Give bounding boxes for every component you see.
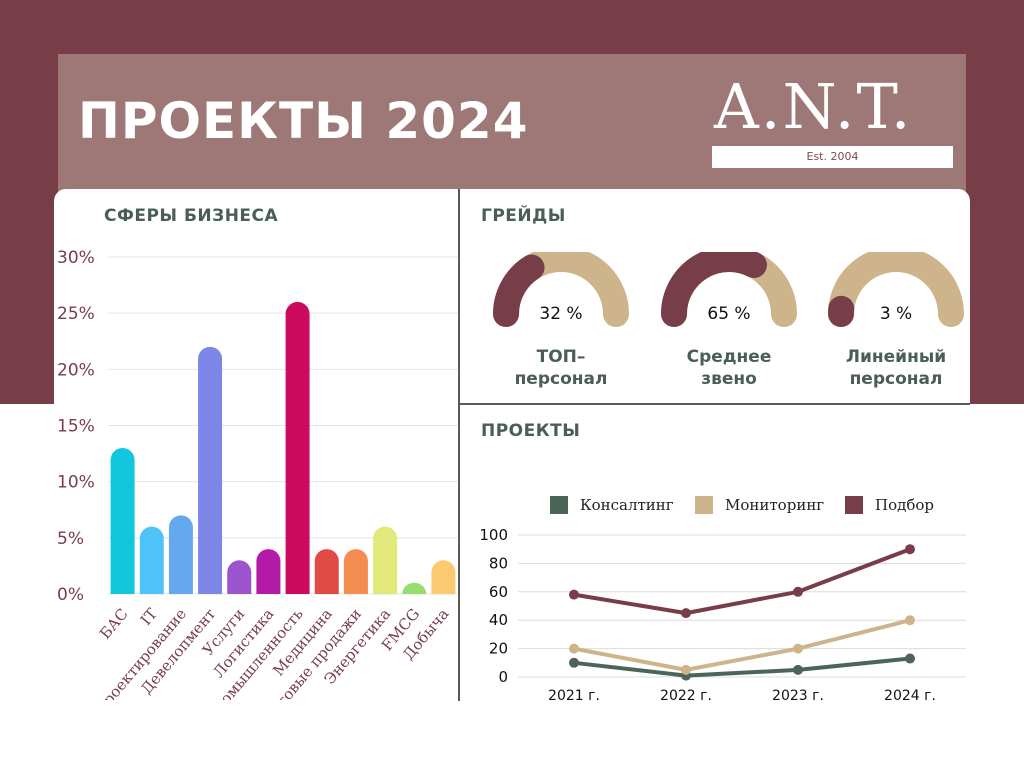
gauge-middle-arc — [661, 252, 797, 327]
legend-swatch — [695, 496, 713, 514]
bar-y-tick-label: 10% — [57, 473, 95, 493]
legend-label: Мониторинг — [725, 496, 824, 514]
line-y-tick-label: 20 — [489, 640, 508, 658]
gauge-fill — [493, 254, 545, 327]
gauge-top-label-line2: персонал — [514, 369, 608, 389]
legend-swatch — [550, 496, 568, 514]
gauge-top-label-line1: ТОП– — [536, 347, 586, 367]
bar-category-label: IT — [137, 605, 161, 629]
legend-label: Подбор — [875, 496, 934, 514]
line-y-tick-label: 80 — [489, 554, 508, 572]
gauge-top-arc — [493, 252, 629, 327]
gauge-linear-label-line2: персонал — [849, 369, 943, 389]
gauge-top-value: 32 % — [539, 304, 583, 324]
gauge-middle-label: Среднее звено — [654, 346, 804, 390]
series-point — [793, 643, 803, 654]
bar-y-tick-label: 25% — [57, 304, 95, 324]
bar-y-tick-label: 30% — [57, 248, 95, 268]
header-band — [58, 54, 966, 214]
bar-y-tick-label: 20% — [57, 360, 95, 380]
bar-8 — [314, 549, 339, 594]
horizontal-divider — [459, 403, 970, 405]
bar-category-label: БАС — [96, 605, 132, 643]
legend-swatch — [845, 496, 863, 514]
bar-9 — [343, 549, 368, 594]
bar-12 — [431, 560, 456, 594]
gauge-linear-arc — [828, 252, 964, 327]
series-point — [905, 615, 915, 626]
gauge-track — [828, 252, 964, 327]
bar-1 — [110, 447, 135, 594]
line-y-tick-label: 60 — [489, 583, 508, 601]
line-y-tick-label: 0 — [498, 668, 508, 686]
gauge-top-label: ТОП– персонал — [486, 346, 636, 390]
grades-section-title: ГРЕЙДЫ — [481, 206, 566, 226]
bar-4 — [198, 346, 223, 594]
bar-2 — [139, 526, 164, 594]
series-line-3 — [573, 547, 911, 616]
business-section-title: СФЕРЫ БИЗНЕСА — [104, 206, 279, 226]
vertical-divider — [458, 189, 460, 701]
line-y-tick-label: 100 — [479, 526, 508, 544]
gauge-middle-label-line2: звено — [701, 369, 757, 389]
series-point — [793, 664, 803, 675]
series-line-1 — [573, 656, 911, 678]
gauge-middle: 65 % Среднее звено — [654, 252, 804, 390]
line-x-tick-label: 2023 г. — [772, 688, 824, 704]
series-point — [681, 664, 691, 675]
series-point — [793, 586, 803, 597]
company-logo: A.N.T. Est. 2004 — [710, 72, 955, 170]
series-point — [905, 653, 915, 664]
series-point — [569, 643, 579, 654]
gauge-fill — [661, 252, 767, 327]
gauge-linear: 3 % Линейный персонал — [821, 252, 971, 390]
bar-5 — [227, 560, 252, 594]
bar-y-tick-label: 15% — [57, 417, 95, 437]
series-point — [905, 544, 915, 555]
line-x-tick-label: 2024 г. — [884, 688, 936, 704]
gauge-middle-label-line1: Среднее — [686, 347, 772, 367]
series-point — [569, 657, 579, 668]
gauge-linear-value: 3 % — [879, 304, 913, 324]
bar-6 — [256, 549, 281, 594]
gauge-linear-label: Линейный персонал — [821, 346, 971, 390]
bar-7 — [285, 301, 310, 594]
projects-section-title: ПРОЕКТЫ — [481, 421, 581, 441]
bar-y-tick-label: 0% — [57, 585, 84, 605]
series-point — [681, 608, 691, 619]
line-y-tick-label: 40 — [489, 611, 508, 629]
line-x-tick-label: 2022 г. — [660, 688, 712, 704]
page-title: ПРОЕКТЫ 2024 — [78, 92, 529, 150]
series-point — [569, 589, 579, 600]
gauge-linear-label-line1: Линейный — [845, 347, 947, 367]
series-line-2 — [573, 618, 911, 672]
legend-label: Консалтинг — [580, 496, 674, 514]
bar-3 — [168, 515, 193, 594]
line-x-tick-label: 2021 г. — [548, 688, 600, 704]
gauge-top: 32 % ТОП– персонал — [486, 252, 636, 390]
projects-line-chart: 0 20 40 60 80 100 2021 г. 2022 г. 2023 г. 2024 г.… — [479, 496, 966, 704]
bar-y-tick-label: 5% — [57, 529, 84, 549]
gauge-middle-value: 65 % — [707, 304, 751, 324]
bar-11 — [402, 582, 427, 594]
business-bar-chart: 0%5%10%15%20%25%30%БАС ITПроектированиеДе… — [57, 248, 458, 700]
bar-10 — [373, 526, 398, 594]
logo-est-label: Est. 2004 — [712, 146, 953, 168]
logo-text: A.N.T. — [714, 70, 913, 143]
